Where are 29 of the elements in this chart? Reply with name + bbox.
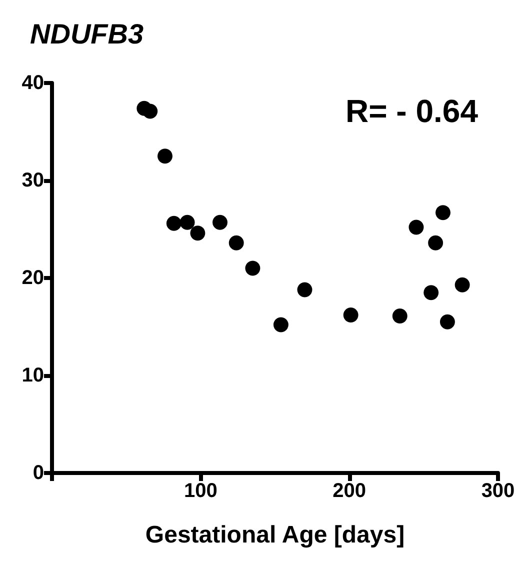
point: [166, 216, 182, 231]
point: [440, 314, 455, 330]
point: [454, 277, 470, 292]
point: [180, 214, 195, 230]
point: [158, 148, 172, 164]
point: [245, 260, 260, 276]
point: [297, 282, 312, 298]
point: [428, 235, 444, 250]
point: [190, 226, 206, 241]
chart-title: NDUFB3: [30, 18, 144, 50]
x-axis-title: Gestational Age [days]: [145, 522, 405, 548]
y-tick-label: 10: [22, 364, 44, 386]
y-tick-label: 20: [22, 267, 44, 289]
y-tick-label: 0: [32, 462, 44, 484]
y-tick-label: 40: [22, 72, 44, 94]
x-tick-label: 100: [184, 480, 218, 502]
point: [424, 285, 439, 300]
x-tick-label: 300: [481, 480, 515, 502]
point: [142, 104, 158, 119]
annotation: R= - 0.64: [345, 93, 478, 129]
point: [392, 308, 408, 324]
point: [436, 205, 450, 220]
point: [212, 214, 228, 230]
y-tick-label: 30: [22, 170, 44, 192]
point: [228, 235, 244, 250]
x-tick-label: 200: [332, 480, 366, 502]
point: [273, 317, 288, 332]
point: [408, 220, 424, 235]
point: [343, 308, 358, 323]
